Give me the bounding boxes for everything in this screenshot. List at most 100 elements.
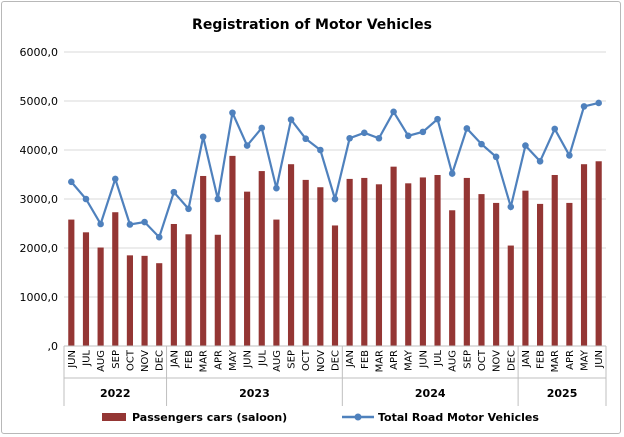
x-tick-label: SEP [111,350,122,369]
line-point [536,157,544,165]
x-tick-label: FEB [536,350,547,369]
bar [449,210,456,346]
x-tick-label: AUG [272,350,283,372]
x-tick-label: FEB [360,350,371,369]
bar [419,177,426,346]
legend: Passengers cars (saloon) Total Road Moto… [102,411,539,424]
y-tick-label: 3000,0 [20,193,59,206]
x-tick-label: MAR [550,350,561,372]
x-tick-label: AUG [448,350,459,372]
bar [317,187,324,346]
x-tick-label: SEP [462,350,473,369]
bar [82,232,90,346]
bar [214,234,221,346]
line-point [331,195,339,203]
line-point [478,140,485,148]
bar [258,171,265,346]
y-axis-ticks: 6000,0 5000,0 4000,0 3000,0 2000,0 1000,0 ,0 [20,46,59,353]
bar [478,194,485,346]
x-tick-label: NOV [316,350,327,372]
year-label: 2023 [239,387,270,400]
bar [68,219,75,346]
bar [126,255,133,346]
line-point [273,184,280,192]
line-point [199,133,207,141]
x-tick-label: DEC [506,350,517,371]
bar [551,174,558,346]
bar [141,255,148,346]
line-point [82,195,90,203]
line-point [551,125,559,133]
bar [346,178,353,346]
line-point [595,99,602,107]
line-point [404,132,412,140]
bar [97,247,104,346]
bar [390,166,397,346]
bar [273,219,280,346]
year-label: 2025 [547,387,578,400]
line-point [258,124,266,132]
line-point [419,128,427,136]
line-point [317,146,324,154]
x-tick-label: MAY [404,349,415,371]
x-tick-label: NOV [492,350,503,372]
bar [287,164,295,346]
line-path [70,101,599,240]
line-point [522,142,529,149]
line-point [566,152,573,159]
line-point [141,218,148,226]
bar [156,263,163,346]
bar [493,202,500,346]
line-point [97,220,104,228]
line-point [214,195,222,203]
y-tick-label: 5000,0 [20,95,59,108]
bar [302,179,309,346]
legend-bar-swatch [102,413,126,421]
y-tick-label: 1000,0 [20,291,59,304]
line-point [111,175,119,183]
bar [580,164,588,346]
line-point [580,103,588,110]
legend-line-marker [354,413,362,421]
line-point [302,135,310,143]
line-point [229,109,236,117]
x-tick-label: DEC [331,350,342,371]
x-tick-label: APR [213,350,224,370]
line-point [243,142,251,149]
bar [244,191,251,346]
x-tick-label: JUN [418,350,429,369]
x-tick-label: OCT [477,349,488,371]
line-point [360,129,368,137]
bar [170,223,177,346]
bar [595,161,602,346]
x-tick-label: NOV [140,350,151,372]
bar [537,203,544,346]
x-tick-label: JUL [257,350,268,367]
bar [331,225,339,346]
line-point [375,134,383,142]
bar [463,177,470,346]
x-tick-label: JUL [81,350,92,367]
bar [375,184,383,346]
bar [361,177,368,346]
line-point [463,125,471,132]
y-tick-label: 2000,0 [20,242,59,255]
bar [229,155,236,346]
x-tick-label: MAY [228,349,239,371]
x-tick-label: MAR [374,350,385,372]
bar-series [68,155,602,346]
x-tick-label: JUN [67,350,78,369]
x-tick-label: JAN [521,350,532,368]
bar [507,245,514,346]
x-tick-label: APR [565,350,576,370]
x-tick-label: JAN [169,350,180,368]
line-point [448,170,456,177]
x-axis: JUN JUL AUG SEP OCT NOV DEC JAN FEB MAR APR MAY JUN J… [63,345,607,406]
x-tick-label: JUN [594,350,605,369]
x-tick-label: AUG [96,350,107,372]
x-tick-label: APR [389,350,400,370]
year-label: 2024 [415,387,446,400]
chart-title: Registration of Motor Vehicles [192,17,432,33]
line-point [492,153,500,161]
